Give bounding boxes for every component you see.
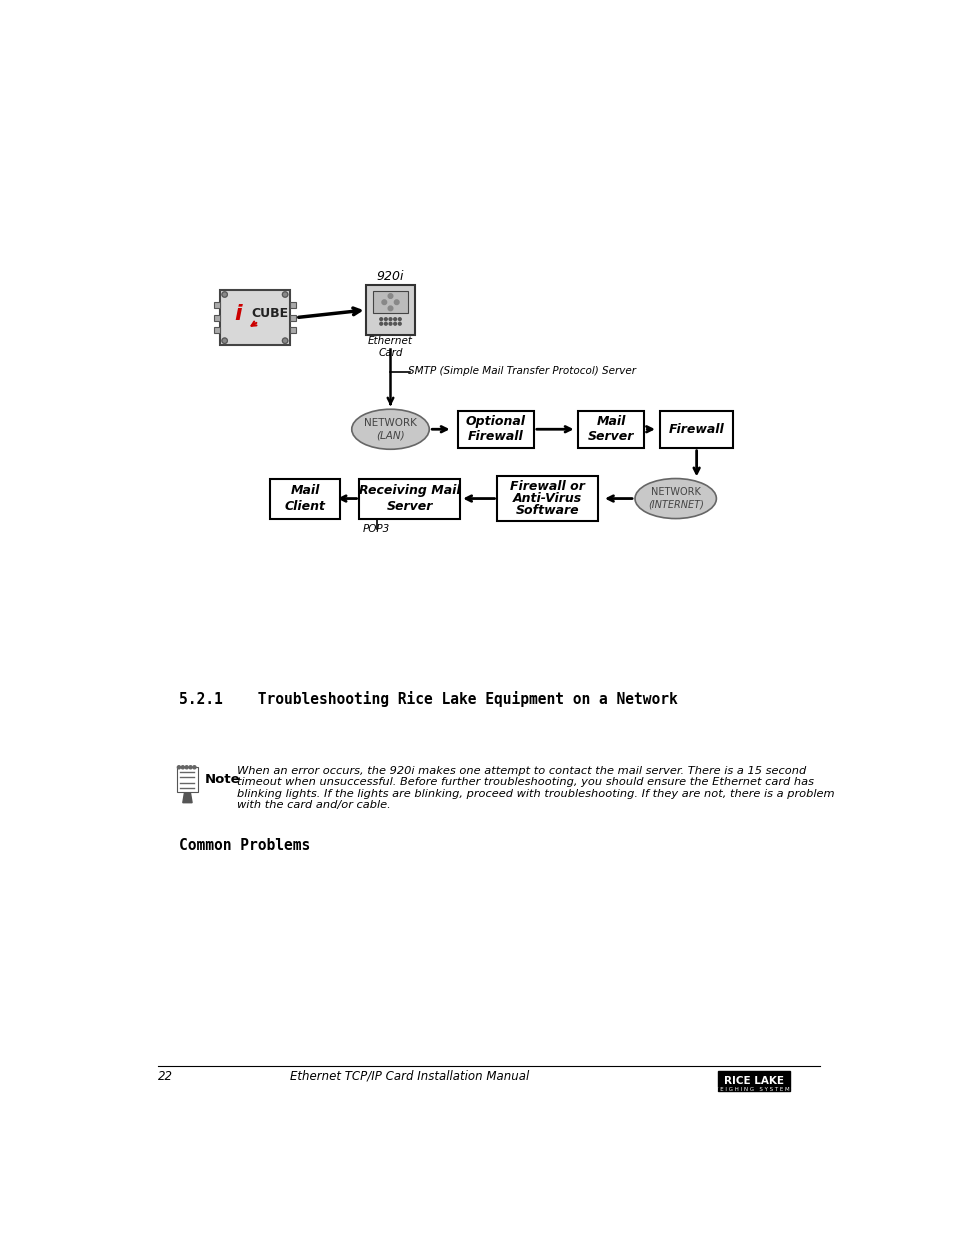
Circle shape [379,317,382,321]
Text: (INTERNET): (INTERNET) [647,500,703,510]
Circle shape [388,294,393,299]
Text: blinking lights. If the lights are blinking, proceed with troubleshooting. If th: blinking lights. If the lights are blink… [236,789,834,799]
Text: NETWORK: NETWORK [650,488,700,498]
Text: Anti-Virus: Anti-Virus [513,492,582,505]
Circle shape [222,338,227,343]
Circle shape [394,300,398,305]
FancyBboxPatch shape [373,291,407,312]
Circle shape [189,766,192,769]
Ellipse shape [635,478,716,519]
Text: i: i [233,304,241,324]
Text: Software: Software [516,504,579,517]
Text: RICE LAKE: RICE LAKE [723,1077,783,1087]
Text: Receiving Mail: Receiving Mail [358,484,460,498]
Text: 920i: 920i [376,270,404,283]
Circle shape [222,291,227,298]
Text: Mail: Mail [291,484,319,498]
Text: 22: 22 [158,1070,172,1083]
Text: Firewall: Firewall [668,422,723,436]
Text: Mail: Mail [596,415,625,429]
Text: timeout when unsuccessful. Before further troubleshooting, you should ensure the: timeout when unsuccessful. Before furthe… [236,777,813,787]
Circle shape [282,338,288,343]
Circle shape [389,322,392,325]
Text: CUBE: CUBE [251,308,288,320]
Text: Firewall or: Firewall or [510,479,584,493]
Text: Ethernet
Card: Ethernet Card [368,336,413,358]
Text: Firewall: Firewall [468,431,523,443]
FancyBboxPatch shape [213,327,220,333]
Circle shape [193,766,195,769]
Text: Common Problems: Common Problems [179,837,310,852]
Text: NETWORK: NETWORK [364,419,416,429]
Circle shape [394,322,396,325]
Circle shape [185,766,188,769]
FancyBboxPatch shape [177,767,197,792]
Text: Server: Server [588,431,634,443]
Circle shape [177,766,180,769]
Circle shape [389,317,392,321]
Circle shape [384,317,387,321]
Circle shape [282,291,288,298]
FancyBboxPatch shape [290,303,295,309]
FancyBboxPatch shape [457,411,534,448]
FancyBboxPatch shape [497,477,598,521]
FancyBboxPatch shape [578,411,643,448]
FancyBboxPatch shape [359,478,459,519]
Polygon shape [183,793,192,803]
Circle shape [388,306,393,311]
Text: Server: Server [386,500,433,513]
Text: When an error occurs, the 920i makes one attempt to contact the mail server. The: When an error occurs, the 920i makes one… [236,766,805,776]
Text: Optional: Optional [465,415,525,429]
Text: Ethernet TCP/IP Card Installation Manual: Ethernet TCP/IP Card Installation Manual [290,1070,529,1083]
Text: with the card and/or cable.: with the card and/or cable. [236,800,391,810]
Circle shape [398,322,401,325]
Text: SMTP (Simple Mail Transfer Protocol) Server: SMTP (Simple Mail Transfer Protocol) Ser… [408,366,636,375]
FancyBboxPatch shape [659,411,733,448]
FancyBboxPatch shape [213,303,220,309]
FancyBboxPatch shape [290,315,295,321]
FancyBboxPatch shape [270,478,340,519]
Text: (LAN): (LAN) [375,431,404,441]
FancyBboxPatch shape [717,1071,790,1091]
Circle shape [381,300,386,305]
FancyBboxPatch shape [213,315,220,321]
Text: 5.2.1    Troubleshooting Rice Lake Equipment on a Network: 5.2.1 Troubleshooting Rice Lake Equipmen… [179,690,677,706]
Text: Note: Note [204,773,240,787]
Circle shape [398,317,401,321]
Circle shape [384,322,387,325]
Ellipse shape [352,409,429,450]
Circle shape [394,317,396,321]
Circle shape [181,766,184,769]
Text: POP3: POP3 [362,525,390,535]
FancyBboxPatch shape [366,285,415,335]
FancyBboxPatch shape [220,290,290,346]
Text: W E I G H I N G   S Y S T E M S: W E I G H I N G S Y S T E M S [712,1087,794,1092]
FancyBboxPatch shape [290,327,295,333]
Circle shape [379,322,382,325]
Text: Client: Client [284,500,325,513]
